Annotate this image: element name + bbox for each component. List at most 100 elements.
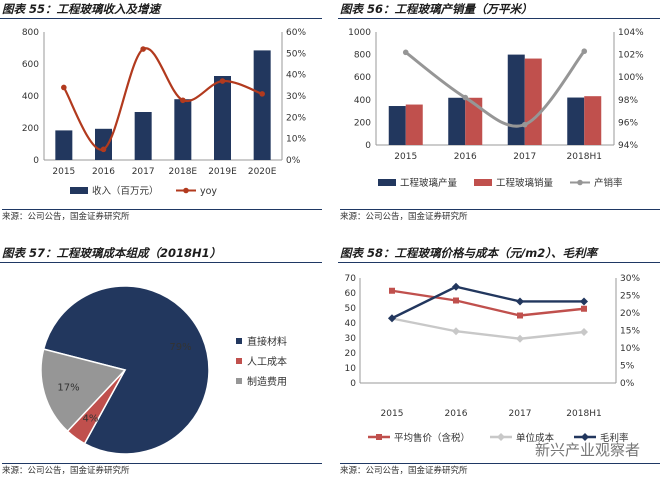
y2-tick-label: 50%: [286, 49, 306, 59]
bar: [448, 97, 466, 145]
line-point: [521, 121, 528, 128]
y-tick-label: 400: [22, 92, 39, 102]
bar: [507, 54, 525, 145]
legend-label: 人工成本: [247, 355, 287, 368]
chart-panel-volume: 图表 56：工程玻璃产销量（万平米） 0 200 400 600 800 1000 94% 9…: [338, 0, 660, 226]
y2-tick-label: 15%: [620, 327, 640, 337]
y2-tick-label: 30%: [620, 274, 640, 284]
chart-source: 来源：公司公告，国金证券研究所: [340, 463, 660, 478]
bar: [95, 128, 112, 160]
x-tick-label: 2016: [454, 152, 477, 162]
x-tick-label: 2015: [52, 167, 75, 177]
chart-title: 图表 57：工程玻璃成本组成（2018H1）: [0, 244, 322, 263]
y2-tick-label: 5%: [620, 362, 635, 372]
line-point: [452, 327, 460, 336]
chart-title: 图表 56：工程玻璃产销量（万平米）: [338, 0, 660, 19]
pie-slice: [40, 348, 127, 433]
y2-tick-label: 10%: [620, 344, 640, 354]
line-point: [61, 84, 67, 91]
y-tick-label: 600: [354, 73, 371, 83]
legend-label: 工程玻璃销量: [496, 177, 554, 189]
line-point: [100, 146, 107, 153]
y2-tick-label: 98%: [618, 96, 638, 106]
y2-tick-label: 96%: [618, 118, 638, 128]
legend-label: 收入（百万元）: [92, 185, 159, 197]
legend-label: 平均售价（含税）: [394, 432, 470, 444]
y-tick-label: 10: [345, 364, 357, 374]
legend-swatch: [236, 338, 242, 344]
line-point: [402, 49, 409, 56]
line-point: [516, 334, 524, 343]
series-line: [62, 47, 263, 151]
legend-swatch-marker: [376, 434, 382, 440]
slice-label: 17%: [57, 382, 79, 393]
y2-tick-label: 94%: [618, 141, 638, 151]
y2-tick-label: 25%: [620, 292, 640, 302]
x-tick-label: 2015: [381, 409, 404, 419]
legend-label: yoy: [200, 186, 217, 197]
legend-swatch: [474, 179, 492, 186]
x-tick-label: 2017: [509, 409, 532, 419]
series-line: [404, 50, 586, 128]
y-tick-label: 600: [22, 60, 39, 70]
bar: [465, 97, 483, 145]
bar: [134, 112, 152, 160]
watermark: 新兴产业观察者: [534, 441, 640, 459]
y-tick-label: 40: [345, 319, 357, 329]
x-tick-label: 2018H1: [566, 409, 601, 419]
legend-label: 单位成本: [516, 432, 555, 444]
y-tick-label: 30: [345, 334, 357, 344]
line-point: [581, 48, 588, 55]
legend-label: 毛利率: [600, 432, 629, 444]
line-point: [259, 91, 265, 97]
chart-source: 来源：公司公告，国金证券研究所: [2, 463, 322, 478]
bar: [214, 76, 231, 160]
legend-swatch-marker: [577, 179, 583, 186]
legend-label: 制造费用: [247, 375, 287, 388]
bar: [584, 96, 602, 145]
y-tick-label: 200: [354, 118, 371, 128]
bar: [174, 99, 192, 160]
bar: [55, 130, 73, 160]
y2-tick-label: 40%: [286, 71, 306, 81]
line-point: [453, 297, 459, 304]
y-tick-label: 20: [345, 349, 357, 359]
bar: [253, 50, 271, 160]
y2-tick-label: 30%: [286, 92, 306, 102]
series-line: [391, 285, 584, 320]
legend-label: 产销率: [594, 177, 623, 189]
line-point: [462, 94, 469, 101]
y-tick-label: 400: [354, 96, 371, 106]
x-tick-label: 2020E: [248, 167, 277, 177]
price-cost-chart: 0 10 20 30 40 50 60 70 0% 5% 10% 15% 20% 25% 30% 2015 20…: [345, 274, 641, 444]
bar: [524, 58, 542, 145]
x-tick-label: 2018E: [169, 167, 198, 177]
slice-label: 4%: [83, 414, 99, 425]
y-tick-label: 800: [354, 51, 371, 61]
x-tick-label: 2016: [92, 167, 115, 177]
line-point: [180, 97, 186, 104]
line-point: [580, 328, 588, 336]
x-tick-label: 2015: [394, 152, 417, 162]
legend-swatch-marker: [581, 433, 589, 441]
legend-swatch: [70, 187, 88, 194]
legend-swatch: [236, 358, 242, 364]
bar: [405, 104, 423, 145]
y2-tick-label: 20%: [620, 309, 640, 319]
chart-source: 来源：公司公告，国金证券研究所: [340, 209, 660, 224]
legend-label: 直接材料: [247, 335, 287, 348]
x-tick-label: 2017: [132, 167, 155, 177]
y2-tick-label: 104%: [618, 28, 644, 38]
y-tick-label: 60: [345, 289, 357, 299]
chart-source: 来源：公司公告，国金证券研究所: [2, 209, 322, 224]
y2-tick-label: 10%: [286, 135, 306, 145]
legend-label: 工程玻璃产量: [400, 177, 458, 189]
line-point: [219, 78, 226, 84]
series-line: [391, 317, 585, 340]
y2-tick-label: 102%: [618, 51, 644, 61]
chart-panel-price-cost: 图表 58：工程玻璃价格与成本（元/m2）、毛利率 0 10 20 30 40 50 60 7…: [338, 244, 660, 478]
pie-slice: [42, 285, 210, 455]
chart-panel-revenue: 图表 55：工程玻璃收入及增速 0 200 400 600 800 0% 10% 20% 30%…: [0, 0, 322, 226]
slice-label: 79%: [169, 342, 191, 353]
legend-swatch: [236, 378, 242, 384]
